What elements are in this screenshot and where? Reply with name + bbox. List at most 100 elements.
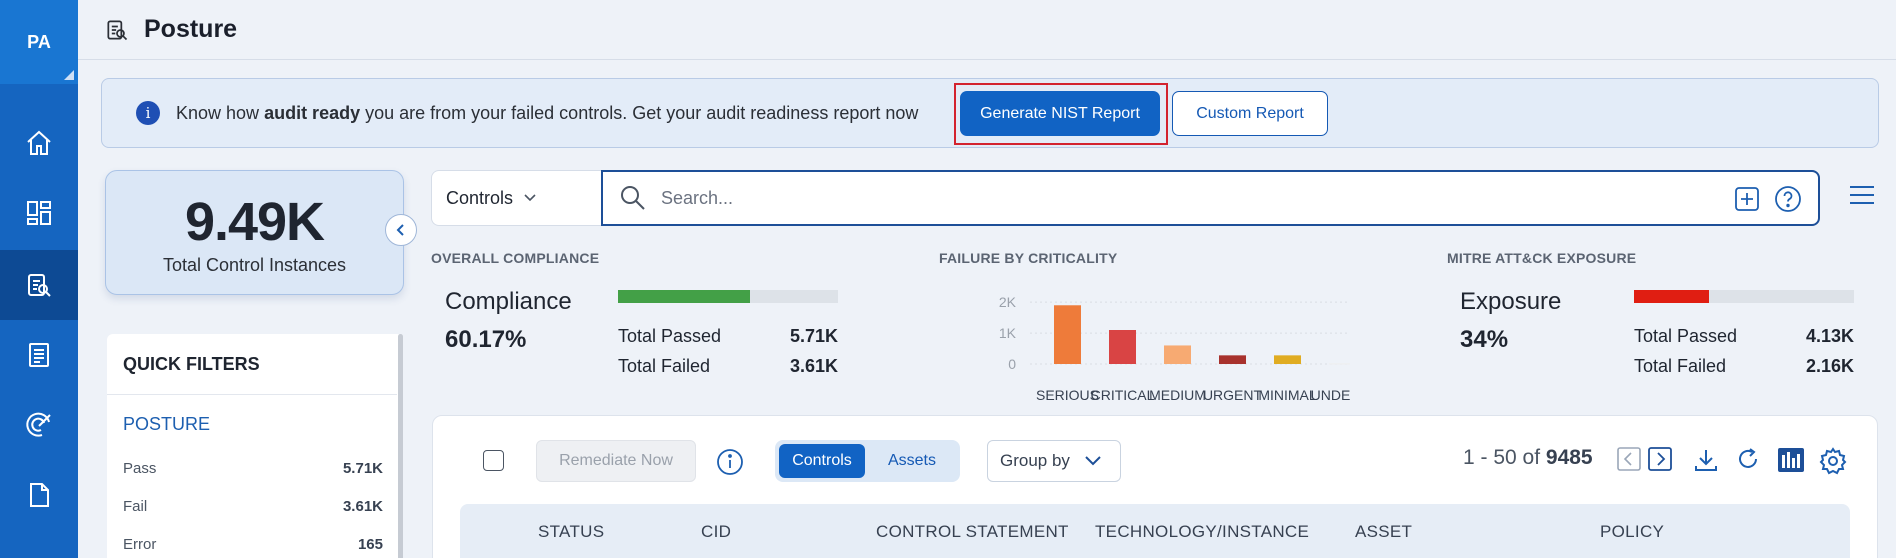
chevron-down-icon	[1085, 456, 1101, 466]
bar-serious[interactable]	[1054, 305, 1081, 364]
bar-urgent[interactable]	[1219, 355, 1246, 364]
y-tick-label: 1K	[999, 325, 1017, 341]
audit-readiness-banner: i Know how audit ready you are from your…	[101, 78, 1879, 148]
total-control-instances-value: 9.49K	[184, 192, 325, 252]
passed-value: 5.71K	[789, 326, 838, 346]
nav-posture[interactable]	[0, 250, 78, 320]
posture-section-title[interactable]: POSTURE	[123, 414, 211, 434]
failure-by-criticality-title: FAILURE BY CRITICALITY	[939, 250, 1118, 266]
controls-table-card: Remediate Now Controls Assets Group by 1…	[432, 415, 1878, 558]
compliance-label: Compliance	[445, 288, 572, 315]
chart-view-icon[interactable]	[1777, 447, 1805, 473]
page-header: Posture	[78, 0, 1896, 60]
nav-reports[interactable]	[0, 320, 78, 390]
quick-filters-title: QUICK FILTERS	[123, 354, 260, 374]
nav-radar[interactable]	[0, 390, 78, 460]
group-by-dropdown[interactable]: Group by	[987, 440, 1121, 482]
bar-minimal[interactable]	[1274, 355, 1301, 364]
document-icon	[30, 483, 49, 507]
banner-message: Know how audit ready you are from your f…	[176, 103, 918, 124]
compliance-bar-fill	[618, 290, 751, 303]
scrollbar[interactable]	[398, 334, 403, 558]
select-all-checkbox[interactable]	[483, 450, 504, 471]
filter-count: 165	[357, 536, 383, 553]
divider	[107, 394, 397, 395]
failed-label: Total Failed	[1634, 356, 1727, 376]
compliance-failed-row: Total Failed 3.61K	[618, 356, 838, 377]
radar-icon	[26, 412, 51, 437]
toggle-assets[interactable]: Assets	[887, 452, 936, 469]
generate-nist-report-button[interactable]: Generate NIST Report	[960, 91, 1160, 136]
failure-by-criticality-chart: 2K 1K 0 SERIOUSCRITICALMEDIUMURGENTMINIMALU…	[999, 294, 1350, 403]
bar-critical[interactable]	[1109, 330, 1136, 364]
avatar-initials: PA	[27, 31, 51, 52]
failed-value: 3.61K	[789, 356, 838, 376]
avatar-menu-corner-icon	[64, 70, 74, 80]
total-control-instances-card: 9.49K Total Control Instances	[105, 170, 404, 295]
filter-row-error[interactable]: Error 165	[123, 536, 383, 558]
nav-dashboard[interactable]	[0, 178, 78, 248]
compliance-value: 60.17%	[445, 326, 527, 353]
hamburger-menu-icon[interactable]	[1848, 184, 1876, 206]
help-icon[interactable]	[1774, 185, 1802, 213]
settings-gear-icon[interactable]	[1819, 447, 1847, 475]
passed-value: 4.13K	[1805, 326, 1854, 346]
filter-label: Fail	[123, 498, 148, 515]
home-icon	[27, 130, 51, 155]
filter-row-fail[interactable]: Fail 3.61K	[123, 498, 383, 520]
quick-filters-panel: QUICK FILTERS POSTURE Pass 5.71K Fail 3.…	[107, 334, 403, 558]
column-header-status[interactable]: STATUS	[538, 522, 605, 541]
search-scope-dropdown[interactable]: Controls	[431, 170, 603, 226]
next-page-icon[interactable]	[1648, 447, 1672, 471]
user-avatar[interactable]: PA	[0, 0, 78, 84]
left-nav-rail: PA	[0, 0, 78, 558]
custom-report-button[interactable]: Custom Report	[1172, 91, 1328, 136]
column-header-policy[interactable]: POLICY	[1600, 522, 1665, 541]
group-by-label: Group by	[1000, 451, 1070, 470]
exposure-bar	[1634, 290, 1854, 303]
failed-value: 2.16K	[1805, 356, 1854, 376]
pager-total: 9485	[1545, 446, 1593, 469]
compliance-passed-row: Total Passed 5.71K	[618, 326, 838, 347]
posture-icon	[107, 19, 128, 40]
column-header-asset[interactable]: ASSET	[1355, 522, 1413, 541]
pagination-summary: 1 - 50 of 9485	[1463, 446, 1593, 470]
previous-page-icon[interactable]	[1617, 447, 1641, 471]
filter-row-pass[interactable]: Pass 5.71K	[123, 460, 383, 482]
bar-medium[interactable]	[1164, 345, 1191, 364]
total-control-instances-label: Total Control Instances	[162, 255, 347, 275]
nav-home[interactable]	[0, 108, 78, 178]
y-tick-label: 0	[1008, 356, 1016, 372]
column-header-cid[interactable]: CID	[701, 522, 732, 541]
filter-count: 3.61K	[342, 498, 383, 515]
column-header-control-statement[interactable]: CONTROL STATEMENT	[876, 522, 1069, 541]
passed-label: Total Passed	[1634, 326, 1738, 346]
refresh-icon[interactable]	[1735, 447, 1761, 473]
view-toggle: Controls Assets	[775, 440, 960, 482]
x-tick-label: URGENT	[1203, 387, 1263, 403]
search-bar[interactable]: Search...	[601, 170, 1820, 226]
compliance-bar	[618, 290, 838, 303]
highlight-frame	[954, 83, 1168, 145]
x-tick-label: UNDEFI...	[1311, 387, 1350, 403]
filter-count: 5.71K	[342, 460, 383, 477]
add-filter-icon[interactable]	[1734, 186, 1760, 212]
banner-text-before: Know how	[176, 102, 265, 123]
exposure-bar-fill	[1634, 290, 1709, 303]
download-icon[interactable]	[1693, 447, 1719, 473]
toggle-controls[interactable]: Controls	[779, 444, 865, 478]
filter-label: Error	[123, 536, 157, 553]
mitre-exposure-title: MITRE ATT&CK EXPOSURE	[1447, 250, 1637, 266]
info-icon[interactable]	[716, 448, 744, 476]
info-icon: i	[136, 101, 160, 125]
search-input[interactable]: Search...	[661, 187, 734, 208]
filter-label: Pass	[123, 460, 157, 477]
y-tick-label: 2K	[999, 294, 1017, 310]
collapse-panel-button[interactable]	[385, 214, 417, 246]
column-header-technology-instance[interactable]: TECHNOLOGY/INSTANCE	[1095, 522, 1310, 541]
bar-undefi[interactable]	[1329, 363, 1350, 365]
x-tick-label: SERIOUS	[1036, 387, 1099, 403]
remediate-now-button[interactable]: Remediate Now	[536, 440, 696, 482]
exposure-label: Exposure	[1460, 288, 1562, 315]
nav-documents[interactable]	[0, 460, 78, 530]
